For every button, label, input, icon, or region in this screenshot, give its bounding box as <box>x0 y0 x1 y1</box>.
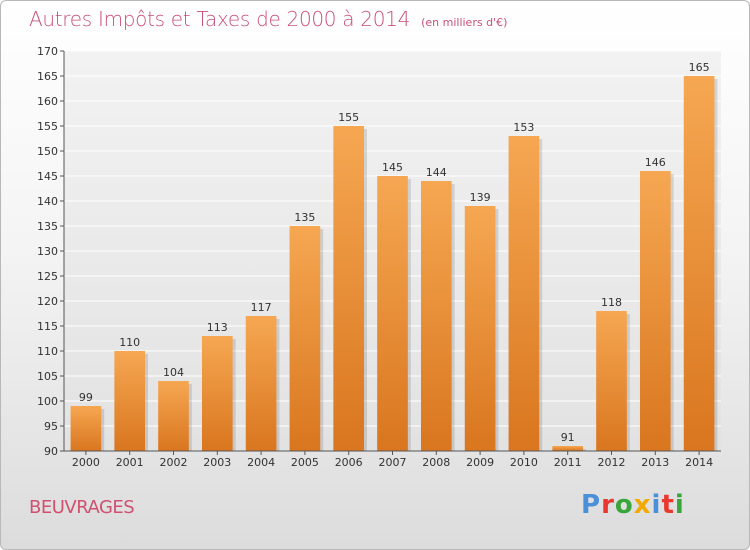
y-tick-label: 90 <box>44 445 58 458</box>
y-tick-label: 115 <box>37 320 58 333</box>
logo-letter: r <box>601 490 615 520</box>
bar-2007 <box>377 176 408 451</box>
x-tick-label-2008: 2008 <box>422 456 450 469</box>
y-tick-label: 145 <box>37 170 58 183</box>
bar-2013 <box>639 171 671 451</box>
logo-letter: i <box>674 490 685 520</box>
data-label-2013: 146 <box>645 156 666 169</box>
y-tick-label: 95 <box>44 420 58 433</box>
chart-title-block: Autres Impôts et Taxes de 2000 à 2014 (e… <box>29 7 507 31</box>
bar-2010 <box>508 136 540 451</box>
x-tick-label-2012: 2012 <box>598 456 626 469</box>
logo-letter: o <box>614 490 634 520</box>
y-tick-label: 135 <box>37 220 58 233</box>
y-tick-label: 105 <box>37 370 58 383</box>
data-label-2014: 165 <box>689 61 710 74</box>
x-tick-label-2010: 2010 <box>510 456 538 469</box>
y-tick-label: 120 <box>37 295 58 308</box>
bar-2006 <box>333 126 365 451</box>
y-tick-label: 100 <box>37 395 58 408</box>
y-tick-label: 140 <box>37 195 58 208</box>
y-tick-label: 125 <box>37 270 58 283</box>
y-tick-label: 160 <box>37 95 58 108</box>
x-tick-label-2006: 2006 <box>335 456 363 469</box>
x-tick-label-2013: 2013 <box>641 456 669 469</box>
bar-2002 <box>158 381 189 451</box>
data-label-2011: 91 <box>561 431 575 444</box>
logo-letter: t <box>661 490 675 520</box>
data-label-2001: 110 <box>119 336 140 349</box>
bar-2009 <box>464 206 496 451</box>
data-label-2006: 155 <box>338 111 359 124</box>
bar-2008 <box>420 181 452 451</box>
data-label-2010: 153 <box>513 121 534 134</box>
bar-2004 <box>245 316 277 451</box>
data-label-2005: 135 <box>294 211 315 224</box>
bar-2000 <box>70 406 102 451</box>
data-label-2004: 117 <box>251 301 272 314</box>
data-label-2008: 144 <box>426 166 447 179</box>
bar-2005 <box>289 226 321 451</box>
commune-name: BEUVRAGES <box>29 497 135 518</box>
x-tick-label-2011: 2011 <box>554 456 582 469</box>
x-tick-label-2014: 2014 <box>685 456 713 469</box>
y-tick-label: 130 <box>37 245 58 258</box>
data-label-2007: 145 <box>382 161 403 174</box>
x-tick-label-2001: 2001 <box>116 456 144 469</box>
chart-subtitle: (en milliers d'€) <box>421 16 508 29</box>
bar-2011 <box>552 446 584 451</box>
x-tick-label-2002: 2002 <box>160 456 188 469</box>
bar-2003 <box>201 336 233 451</box>
data-label-2003: 113 <box>207 321 228 334</box>
bar-2014 <box>683 76 715 451</box>
y-tick-label: 110 <box>37 345 58 358</box>
bar-2001 <box>114 351 146 451</box>
x-tick-label-2004: 2004 <box>247 456 275 469</box>
data-label-2009: 139 <box>470 191 491 204</box>
chart-title: Autres Impôts et Taxes de 2000 à 2014 <box>29 7 410 31</box>
y-tick-label: 165 <box>37 70 58 83</box>
data-label-2002: 104 <box>163 366 184 379</box>
x-tick-label-2009: 2009 <box>466 456 494 469</box>
proxiti-logo: Proxiti <box>581 490 685 520</box>
x-tick-label-2005: 2005 <box>291 456 319 469</box>
logo-letter: P <box>581 490 602 520</box>
data-label-2000: 99 <box>79 391 93 404</box>
y-tick-label: 170 <box>37 45 58 58</box>
data-label-2012: 118 <box>601 296 622 309</box>
y-tick-label: 150 <box>37 145 58 158</box>
x-tick-label-2007: 2007 <box>379 456 407 469</box>
logo-letter: x <box>633 490 652 520</box>
x-tick-label-2000: 2000 <box>72 456 100 469</box>
y-tick-label: 155 <box>37 120 58 133</box>
logo-letter: i <box>651 490 662 520</box>
bar-2012 <box>596 311 627 451</box>
x-tick-label-2003: 2003 <box>203 456 231 469</box>
